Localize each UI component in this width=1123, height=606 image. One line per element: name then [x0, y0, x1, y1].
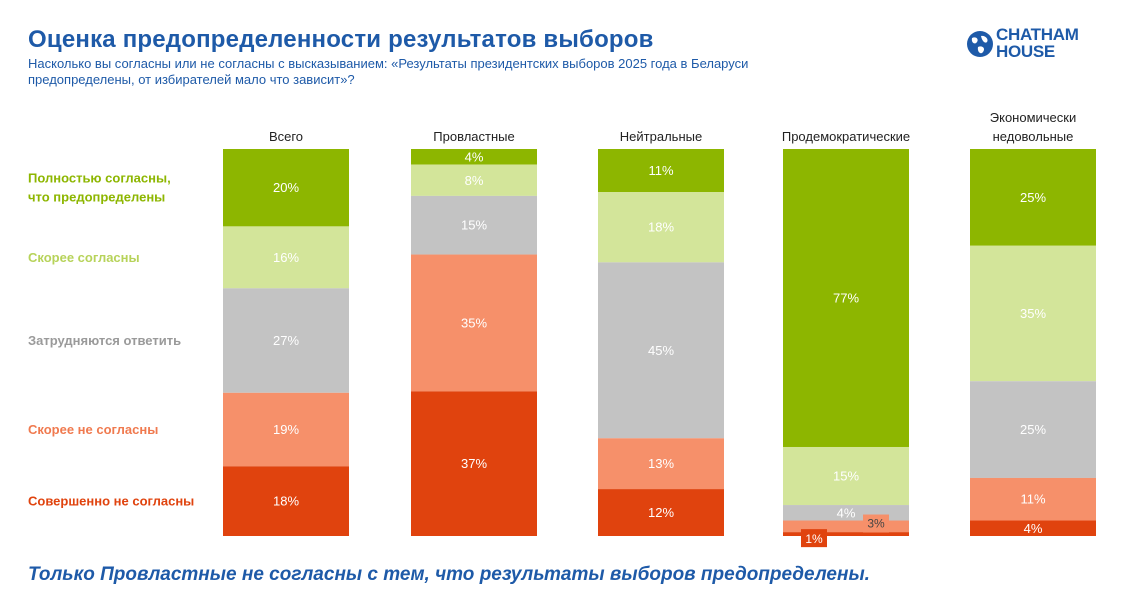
bar-value-label: 11%: [648, 163, 673, 178]
bar-value-label: 27%: [273, 333, 299, 348]
bar-segment: [411, 195, 537, 255]
bar-segment: [970, 381, 1096, 478]
bar-segment: [598, 149, 724, 192]
bar-value-label: 13%: [648, 456, 674, 471]
bar-value-label: 1%: [805, 532, 823, 546]
bar-segment: [223, 149, 349, 227]
logo-line-1: CHATHAM: [996, 25, 1079, 44]
bar-value-label: 16%: [273, 250, 299, 265]
category-label: недовольные: [993, 129, 1074, 144]
question-line-1: Насколько вы согласны или не согласны с …: [28, 56, 749, 71]
bar-segment: [598, 192, 724, 263]
bar-segment: [783, 446, 909, 506]
bar-value-label: 4%: [837, 505, 856, 520]
bar-value-label: 25%: [1020, 422, 1046, 437]
bar-segment: [411, 391, 537, 536]
bar-segment: [411, 164, 537, 196]
category-label: Продемократические: [782, 129, 910, 144]
category-label: Экономически: [990, 110, 1076, 125]
globe-icon: [967, 31, 993, 57]
logo-wordmark: CHATHAM HOUSE: [996, 26, 1079, 60]
bar-segment: [223, 466, 349, 536]
legend-label: Полностью согласны,: [28, 171, 171, 186]
bar-segment: [783, 149, 909, 447]
chatham-house-logo: CHATHAM HOUSE: [966, 26, 1106, 66]
bar-segment: [970, 477, 1096, 521]
category-label: Всего: [269, 129, 303, 144]
bar-value-label: 15%: [461, 218, 487, 233]
bar-value-label: 8%: [465, 173, 484, 188]
bar-segment: [223, 288, 349, 393]
value-badge: [801, 529, 827, 548]
bar-value-label: 18%: [648, 220, 674, 235]
legend-label: Скорее не согласны: [28, 422, 158, 437]
bar-value-label: 45%: [648, 343, 674, 358]
bar-value-label: 3%: [867, 517, 885, 531]
bar-segment: [223, 392, 349, 467]
bar-segment: [970, 245, 1096, 382]
bar-segment: [598, 262, 724, 439]
category-label: Нейтральные: [620, 129, 702, 144]
bar-value-label: 25%: [1020, 190, 1046, 205]
logo-line-2: HOUSE: [996, 42, 1055, 61]
bar-segment: [783, 532, 909, 536]
bar-segment: [598, 438, 724, 490]
chart-question: Насколько вы согласны или не согласны с …: [28, 56, 888, 88]
bar-value-label: 77%: [833, 290, 859, 305]
bar-value-label: 35%: [461, 315, 487, 330]
legend-label: Скорее согласны: [28, 250, 140, 265]
bar-value-label: 37%: [461, 456, 487, 471]
page-title: Оценка предопределенности результатов вы…: [28, 26, 654, 53]
bar-segment: [598, 489, 724, 536]
legend-label: Совершенно не согласны: [28, 494, 194, 509]
bar-segment: [783, 520, 909, 533]
bar-segment: [970, 149, 1096, 246]
bar-value-label: 20%: [273, 180, 299, 195]
bar-value-label: 4%: [1024, 521, 1043, 536]
legend-label: что предопределены: [28, 190, 165, 205]
bar-value-label: 15%: [833, 469, 859, 484]
bar-value-label: 35%: [1020, 306, 1046, 321]
bar-segment: [411, 149, 537, 165]
category-label: Провластные: [433, 129, 514, 144]
bar-value-label: 19%: [273, 422, 299, 437]
legend-label: Затрудняются ответить: [28, 333, 181, 348]
bar-value-label: 12%: [648, 505, 674, 520]
value-badge: [863, 514, 889, 533]
bar-value-label: 4%: [465, 149, 484, 164]
bar-segment: [411, 254, 537, 392]
question-line-2: предопределены, от избирателей мало что …: [28, 72, 355, 87]
bar-segment: [223, 226, 349, 289]
chart-conclusion: Только Провластные не согласны с тем, чт…: [28, 564, 870, 585]
bar-value-label: 11%: [1020, 492, 1045, 507]
bar-value-label: 18%: [273, 494, 299, 509]
bar-segment: [970, 520, 1096, 536]
